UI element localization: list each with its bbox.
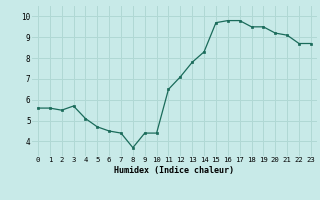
- X-axis label: Humidex (Indice chaleur): Humidex (Indice chaleur): [115, 166, 234, 175]
